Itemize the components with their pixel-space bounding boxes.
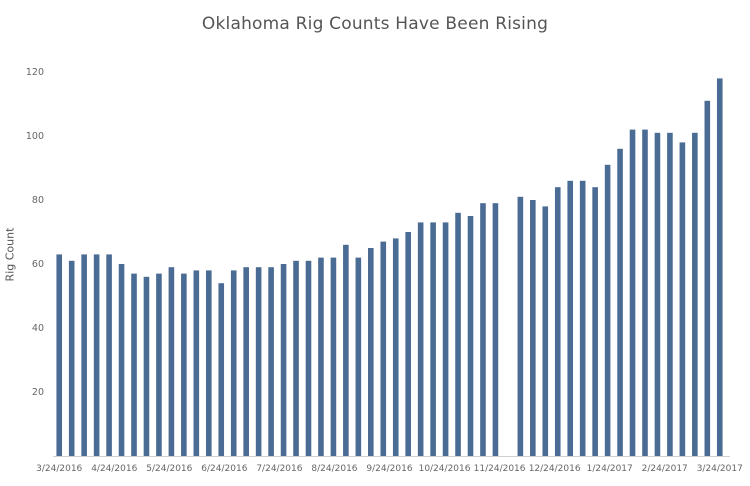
bar	[143, 276, 150, 456]
x-tick-label: 8/24/2016	[311, 464, 357, 474]
bar	[492, 203, 499, 456]
bar	[530, 200, 536, 456]
bar	[405, 232, 411, 456]
bar	[193, 270, 200, 456]
bar	[517, 196, 524, 457]
bar	[704, 100, 711, 457]
y-tick-label: 60	[32, 259, 44, 270]
bar	[93, 254, 100, 456]
bar	[654, 132, 661, 457]
bar	[81, 254, 87, 456]
bar	[679, 142, 686, 456]
bar	[716, 78, 723, 457]
bar	[255, 267, 262, 456]
y-tick-label: 20	[32, 387, 44, 398]
bar	[355, 257, 362, 456]
bar	[604, 164, 611, 457]
bar	[268, 267, 274, 456]
bar	[667, 132, 673, 457]
bar	[430, 222, 436, 456]
x-tick-label: 4/24/2016	[91, 464, 137, 474]
bar	[56, 254, 63, 456]
x-tick-label: 11/24/2016	[474, 464, 526, 474]
x-tick-label: 9/24/2016	[366, 464, 412, 474]
bar	[692, 132, 698, 457]
bar	[417, 222, 424, 456]
y-tick-label: 80	[32, 195, 44, 206]
bar	[280, 264, 287, 456]
bar	[118, 264, 125, 456]
x-tick-label: 12/24/2016	[529, 464, 581, 474]
bar	[542, 206, 549, 456]
bar	[68, 260, 75, 456]
bar	[168, 267, 175, 456]
x-tick-label: 7/24/2016	[256, 464, 302, 474]
bar	[629, 129, 636, 456]
bar	[205, 270, 212, 456]
bar	[368, 248, 374, 456]
x-tick-label: 2/24/2017	[642, 464, 688, 474]
bar	[230, 270, 237, 456]
bar	[554, 187, 561, 456]
bar	[181, 273, 187, 456]
bar	[455, 212, 461, 456]
bar	[579, 180, 586, 457]
y-tick-label: 100	[26, 131, 44, 142]
x-tick-label: 6/24/2016	[201, 464, 247, 474]
x-tick-label: 3/24/2016	[36, 464, 82, 474]
bar	[106, 254, 112, 456]
bar	[467, 216, 474, 456]
bar	[567, 180, 574, 457]
bar	[131, 273, 137, 456]
bar	[293, 260, 299, 456]
x-tick-label: 5/24/2016	[146, 464, 192, 474]
bar	[318, 257, 324, 456]
y-tick-label: 40	[32, 323, 44, 334]
chart-title: Oklahoma Rig Counts Have Been Rising	[201, 14, 549, 34]
bar	[156, 273, 162, 456]
bar	[218, 283, 225, 456]
bar	[642, 129, 648, 456]
bar	[617, 148, 623, 457]
x-tick-label: 10/24/2016	[419, 464, 471, 474]
x-tick-label: 1/24/2017	[587, 464, 633, 474]
bar	[343, 244, 349, 456]
bar	[442, 222, 449, 456]
x-tick-label: 3/24/2017	[697, 464, 743, 474]
bar	[380, 241, 387, 456]
y-tick-label: 120	[26, 67, 44, 78]
bar	[392, 238, 399, 456]
bar	[592, 187, 598, 456]
bar	[330, 257, 337, 456]
bar	[243, 267, 249, 456]
bar	[480, 203, 486, 456]
bar	[305, 260, 312, 456]
